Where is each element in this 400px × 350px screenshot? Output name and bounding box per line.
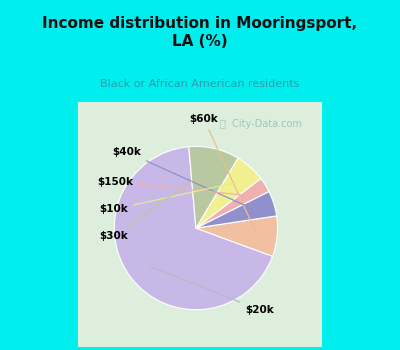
Text: Black or African American residents: Black or African American residents <box>100 79 300 89</box>
Wedge shape <box>114 147 272 310</box>
Wedge shape <box>196 158 261 228</box>
Text: $20k: $20k <box>150 266 274 315</box>
Wedge shape <box>189 146 238 228</box>
Wedge shape <box>196 191 277 228</box>
Text: $60k: $60k <box>190 114 256 232</box>
Text: $30k: $30k <box>99 170 208 241</box>
Text: Income distribution in Mooringsport,
LA (%): Income distribution in Mooringsport, LA … <box>42 16 358 49</box>
Text: $150k: $150k <box>97 176 245 195</box>
Wedge shape <box>196 178 269 228</box>
Wedge shape <box>196 216 278 256</box>
Text: ⓘ  City-Data.com: ⓘ City-Data.com <box>220 119 302 129</box>
Text: $10k: $10k <box>99 183 234 214</box>
Text: $40k: $40k <box>112 147 252 208</box>
FancyBboxPatch shape <box>4 28 396 350</box>
